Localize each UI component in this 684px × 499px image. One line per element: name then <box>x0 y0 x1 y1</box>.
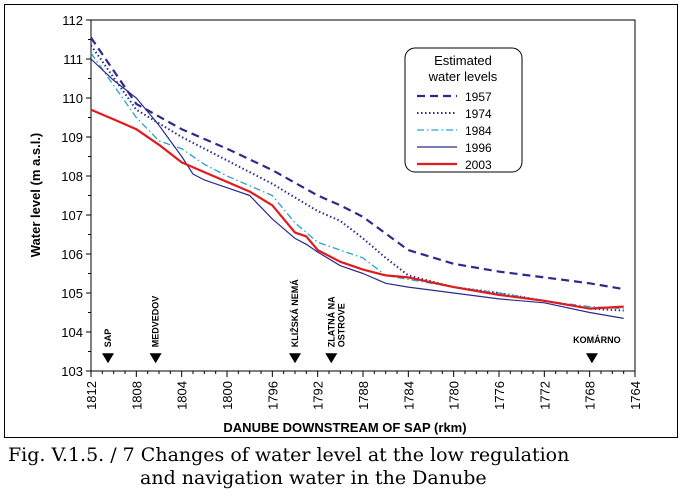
series-line-1957 <box>90 36 624 291</box>
location-label: KOMÁRNO <box>573 335 621 345</box>
location-marker <box>289 353 301 364</box>
location-label: KLIŽSKÁ NEMÁ <box>289 279 300 347</box>
chart-frame: 103 104 105 106 107 108 109 110 111 112 1812 1808 18… <box>4 4 678 438</box>
y-axis-label: Water level (m a.s.l.) <box>28 133 43 258</box>
y-tick-label: 112 <box>62 13 83 28</box>
series-line-1974 <box>90 44 624 312</box>
legend-label-1984: 1984 <box>465 124 492 138</box>
x-tick-label: 1772 <box>537 381 552 410</box>
figure-caption: Fig. V.1.5. / 7 Changes of water level a… <box>8 444 678 490</box>
series-line-1984 <box>90 52 624 310</box>
series-line-2003 <box>90 108 624 310</box>
x-tick-label: 1776 <box>492 381 507 410</box>
legend-label-1996: 1996 <box>465 141 492 155</box>
caption-line-1: Fig. V.1.5. / 7 Changes of water level a… <box>8 444 570 466</box>
y-tick-label: 111 <box>63 52 83 67</box>
x-axis-label: DANUBE DOWNSTREAM OF SAP (rkm) <box>223 420 466 435</box>
location-label: SAP <box>103 329 113 348</box>
y-tick-label: 108 <box>61 169 83 184</box>
x-tick-label: 1780 <box>447 381 462 410</box>
location-label: OSTROVE <box>336 303 346 347</box>
x-tick-label: 1804 <box>175 381 190 410</box>
x-tick-label: 1792 <box>311 381 326 410</box>
y-tick-label: 109 <box>61 130 83 145</box>
location-label: MEDVEDOV <box>151 296 161 348</box>
x-tick-label: 1796 <box>265 381 280 410</box>
y-tick-label: 106 <box>61 247 83 262</box>
caption-line-2: and navigation water in the Danube <box>140 467 487 489</box>
legend-label-1974: 1974 <box>465 107 492 121</box>
location-marker <box>585 353 598 364</box>
y-tick-label: 104 <box>61 325 83 340</box>
y-tick-label: 103 <box>61 364 83 379</box>
x-tick-label: 1764 <box>628 381 643 410</box>
x-tick-label: 1768 <box>583 381 598 410</box>
y-tick-label: 107 <box>61 208 83 223</box>
series-line-1996 <box>90 58 624 319</box>
x-tick-label: 1808 <box>129 381 144 410</box>
location-marker <box>149 353 162 364</box>
legend-label-2003: 2003 <box>465 158 492 172</box>
x-tick-label: 1800 <box>220 381 235 410</box>
y-tick-label: 105 <box>61 286 83 301</box>
x-tick-label: 1812 <box>84 381 99 410</box>
plot-area <box>90 19 636 372</box>
legend-label-1957: 1957 <box>465 90 492 104</box>
location-marker <box>102 353 114 364</box>
legend-box <box>404 47 523 173</box>
legend-title: Estimated water levels <box>428 53 498 84</box>
y-tick-label: 110 <box>62 91 83 106</box>
chart-svg: 103 104 105 106 107 108 109 110 111 112 1812 1808 18… <box>28 13 643 435</box>
x-tick-label: 1784 <box>401 381 416 410</box>
location-label: ZLATNÁ NA <box>326 296 336 347</box>
location-marker <box>325 353 338 364</box>
x-tick-label: 1788 <box>356 381 371 410</box>
legend: Estimated water levels 1957 1974 1984 1996 20… <box>404 47 523 173</box>
